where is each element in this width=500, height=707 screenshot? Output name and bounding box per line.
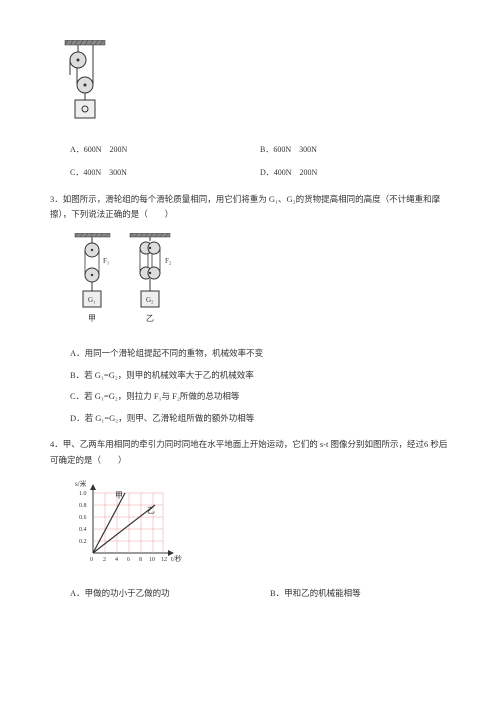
svg-text:6: 6 (127, 557, 130, 563)
q3-text: 3．如图所示，滑轮组的每个滑轮质量相同，用它们将重为 G₁、G₂的货物提高相同的… (50, 192, 450, 223)
q3-option-d: D．若 G₁=G₂，则甲、乙滑轮组所做的额外功相等 (70, 412, 450, 426)
chart-xlabel: t/秒 (171, 554, 182, 563)
svg-text:甲: 甲 (88, 314, 96, 323)
svg-text:G₂: G₂ (146, 296, 154, 304)
svg-text:F₂: F₂ (165, 257, 172, 265)
q4-chart: s/米 0.2 0.4 0.6 0.8 1.0 2 4 6 8 (75, 478, 450, 572)
q3-pulley-diagram: G₁ F₁ 甲 G₂ F₂ 乙 (70, 233, 450, 337)
svg-text:0.6: 0.6 (79, 515, 87, 521)
q2-option-d: D．400N 200N (250, 167, 317, 180)
q4-option-a: A．甲做的功小于乙做的功 (70, 587, 270, 601)
chart-ylabel: s/米 (75, 479, 87, 488)
q2-option-a: A．600N 200N (50, 144, 250, 157)
q2-option-c: C．400N 300N (50, 167, 250, 180)
svg-text:F₁: F₁ (103, 257, 109, 265)
svg-text:4: 4 (115, 557, 118, 563)
svg-text:8: 8 (139, 557, 142, 563)
svg-text:0.8: 0.8 (79, 503, 87, 509)
svg-text:0: 0 (90, 557, 93, 563)
svg-text:甲: 甲 (115, 491, 123, 500)
q3-option-c: C．若 G₁=G₂，则拉力 F₁与 F₂所做的总功相等 (70, 390, 450, 404)
svg-text:0.2: 0.2 (79, 539, 87, 545)
q2-pulley-diagram (60, 40, 450, 129)
svg-text:乙: 乙 (147, 506, 155, 515)
svg-text:0.4: 0.4 (79, 527, 87, 533)
q4-options-row: A．甲做的功小于乙做的功 B．甲和乙的机械能相等 (70, 587, 450, 601)
svg-text:乙: 乙 (146, 314, 154, 323)
q3-option-b: B．若 G₁=G₂，则甲的机械效率大于乙的机械效率 (70, 369, 450, 383)
q4-option-b: B．甲和乙的机械能相等 (270, 587, 361, 601)
q2-options-row-2: C．400N 300N D．400N 200N (50, 167, 450, 180)
q4-text: 4．甲、乙两车用相同的牵引力同时同地在水平地面上开始运动，它们的 s-t 图像分… (50, 437, 450, 468)
q2-option-b: B．600N 300N (250, 144, 317, 157)
svg-text:G₁: G₁ (88, 296, 96, 304)
svg-text:1.0: 1.0 (79, 491, 87, 497)
svg-text:2: 2 (103, 557, 106, 563)
q2-options-row-1: A．600N 200N B．600N 300N (50, 144, 450, 157)
q3-option-a: A．用同一个滑轮组提起不同的重物，机械效率不变 (70, 347, 450, 361)
svg-text:12: 12 (161, 557, 167, 563)
svg-text:10: 10 (149, 557, 155, 563)
